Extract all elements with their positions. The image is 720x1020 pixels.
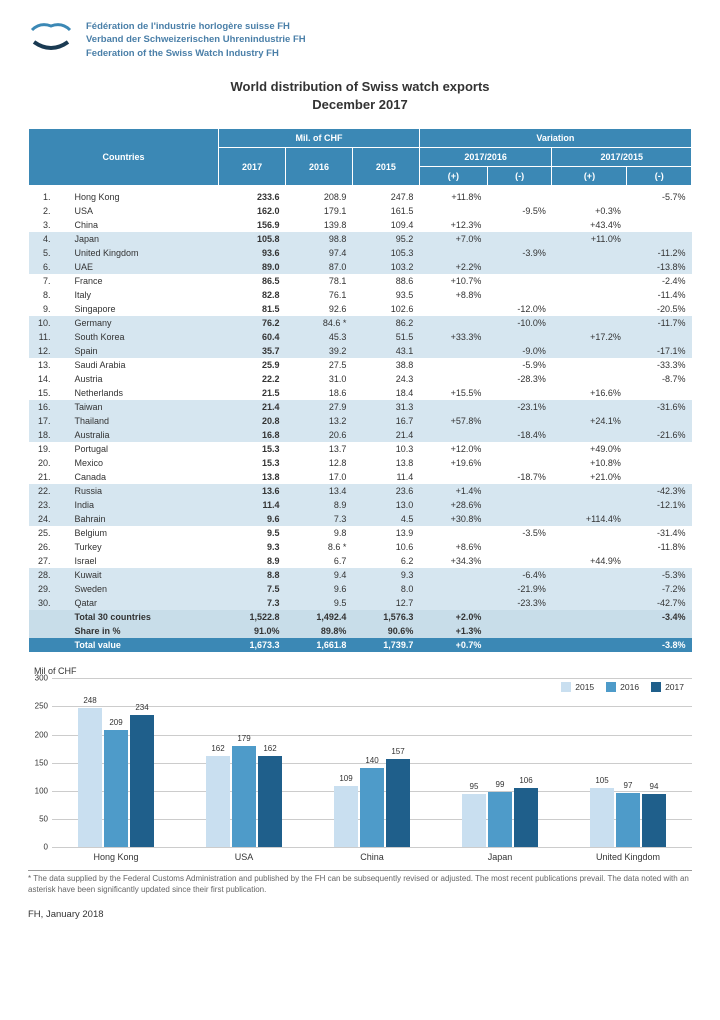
bar-group: 248209234 [52,678,180,847]
fh-logo [28,20,74,56]
table-head: Countries Mil. of CHF Variation 2017 201… [29,129,692,186]
th-v1715: 2017/2015 [552,148,692,167]
bar: 234 [130,715,154,847]
org-names: Fédération de l'industrie horlogère suis… [86,20,306,60]
chart-xlabels: Hong KongUSAChinaJapanUnited Kingdom [52,848,692,862]
chart-ylabel: Mil of CHF [28,666,692,676]
exports-table: Countries Mil. of CHF Variation 2017 201… [28,128,692,652]
table-row: 7.France86.578.188.6+10.7%-2.4% [29,274,692,288]
footnote: * The data supplied by the Federal Custo… [28,870,692,895]
table-body: 1.Hong Kong233.6208.9247.8+11.8%-5.7%2.U… [29,186,692,653]
table-row: 23.India11.48.913.0+28.6%-12.1% [29,498,692,512]
table-row: 3.China156.9139.8109.4+12.3%+43.4% [29,218,692,232]
bar-group: 1059794 [564,678,692,847]
table-row: 20.Mexico15.312.813.8+19.6%+10.8% [29,456,692,470]
table-row: 12.Spain35.739.243.1-9.0%-17.1% [29,344,692,358]
page-header: Fédération de l'industrie horlogère suis… [28,20,692,60]
table-row: 16.Taiwan21.427.931.3-23.1%-31.6% [29,400,692,414]
th-variation: Variation [419,129,691,148]
summary-row: Total 30 countries1,522.81,492.41,576.3+… [29,610,692,624]
bar-chart: 201520162017 050100150200250300248209234… [52,678,692,848]
table-row: 1.Hong Kong233.6208.9247.8+11.8%-5.7% [29,190,692,204]
footer: FH, January 2018 [28,909,692,920]
table-row: 18.Australia16.820.621.4-18.4%-21.6% [29,428,692,442]
th-2017: 2017 [219,148,286,186]
table-row: 4.Japan105.898.895.2+7.0%+11.0% [29,232,692,246]
bar-group: 109140157 [308,678,436,847]
table-row: 19.Portugal15.313.710.3+12.0%+49.0% [29,442,692,456]
th-plus-1: (+) [419,167,487,186]
org-de: Verband der Schweizerischen Uhrenindustr… [86,33,306,46]
table-row: 5.United Kingdom93.697.4105.3-3.9%-11.2% [29,246,692,260]
table-row: 17.Thailand20.813.216.7+57.8%+24.1% [29,414,692,428]
table-row: 24.Bahrain9.67.34.5+30.8%+114.4% [29,512,692,526]
bar: 105 [590,788,614,847]
table-row: 22.Russia13.613.423.6+1.4%-42.3% [29,484,692,498]
th-minus-1: (-) [487,167,552,186]
table-row: 30.Qatar7.39.512.7-23.3%-42.7% [29,596,692,610]
bar: 140 [360,768,384,847]
table-row: 13.Saudi Arabia25.927.538.8-5.9%-33.3% [29,358,692,372]
bar: 248 [78,708,102,848]
bar: 209 [104,730,128,848]
table-row: 2.USA162.0179.1161.5-9.5%+0.3% [29,204,692,218]
bar: 162 [206,756,230,847]
table-row: 26.Turkey9.38.6 *10.6+8.6%-11.8% [29,540,692,554]
th-minus-2: (-) [627,167,692,186]
table-row: 29.Sweden7.59.68.0-21.9%-7.2% [29,582,692,596]
bar: 179 [232,746,256,847]
bar: 162 [258,756,282,847]
th-v1716: 2017/2016 [419,148,552,167]
table-row: 14.Austria22.231.024.3-28.3%-8.7% [29,372,692,386]
table-row: 21.Canada13.817.011.4-18.7%+21.0% [29,470,692,484]
bar: 109 [334,786,358,847]
th-mil-chf: Mil. of CHF [219,129,420,148]
table-row: 6.UAE89.087.0103.2+2.2%-13.8% [29,260,692,274]
title-line-1: World distribution of Swiss watch export… [28,78,692,96]
bar-group: 9599106 [436,678,564,847]
bar: 157 [386,759,410,847]
th-plus-2: (+) [552,167,627,186]
summary-row: Share in %91.0%89.8%90.6%+1.3% [29,624,692,638]
org-en: Federation of the Swiss Watch Industry F… [86,47,306,60]
title-line-2: December 2017 [28,96,692,114]
org-fr: Fédération de l'industrie horlogère suis… [86,20,306,33]
chart-section: Mil of CHF 201520162017 0501001502002503… [28,666,692,862]
table-row: 11.South Korea60.445.351.5+33.3%+17.2% [29,330,692,344]
table-row: 8.Italy82.876.193.5+8.8%-11.4% [29,288,692,302]
summary-row: Total value1,673.31,661.81,739.7+0.7%-3.… [29,638,692,652]
bar: 95 [462,794,486,848]
th-2016: 2016 [286,148,353,186]
table-row: 15.Netherlands21.518.618.4+15.5%+16.6% [29,386,692,400]
th-2015: 2015 [352,148,419,186]
table-row: 27.Israel8.96.76.2+34.3%+44.9% [29,554,692,568]
table-row: 9.Singapore81.592.6102.6-12.0%-20.5% [29,302,692,316]
bar: 99 [488,792,512,848]
table-row: 10.Germany76.284.6 *86.2-10.0%-11.7% [29,316,692,330]
bar-group: 162179162 [180,678,308,847]
bar: 97 [616,793,640,848]
bar: 106 [514,788,538,848]
table-row: 28.Kuwait8.89.49.3-6.4%-5.3% [29,568,692,582]
page-title: World distribution of Swiss watch export… [28,78,692,114]
table-row: 25.Belgium9.59.813.9-3.5%-31.4% [29,526,692,540]
th-countries: Countries [29,129,219,186]
bar: 94 [642,794,666,847]
